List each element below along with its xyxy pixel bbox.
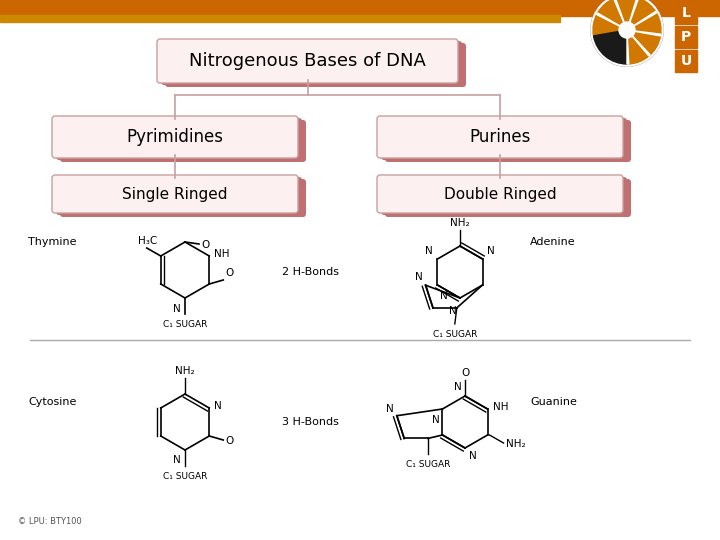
Text: P: P [681, 30, 691, 44]
Text: O: O [461, 368, 469, 378]
Text: C₁ SUGAR: C₁ SUGAR [163, 320, 207, 329]
Text: L: L [682, 6, 690, 20]
Text: O: O [225, 436, 233, 446]
Wedge shape [598, 0, 627, 30]
Text: N: N [386, 404, 394, 414]
Text: N: N [415, 272, 423, 282]
FancyBboxPatch shape [60, 179, 306, 217]
FancyBboxPatch shape [381, 118, 627, 160]
Circle shape [590, 0, 664, 67]
FancyBboxPatch shape [56, 177, 302, 215]
Text: N: N [425, 246, 433, 256]
Text: Nitrogenous Bases of DNA: Nitrogenous Bases of DNA [189, 52, 426, 70]
FancyBboxPatch shape [385, 120, 631, 162]
Bar [675, 50, 697, 72]
Text: NH₂: NH₂ [505, 439, 525, 449]
Text: U: U [680, 54, 692, 68]
Text: NH₂: NH₂ [450, 218, 470, 228]
Text: N: N [441, 291, 449, 301]
Text: Thymine: Thymine [28, 237, 76, 247]
Wedge shape [627, 0, 657, 30]
Text: Adenine: Adenine [530, 237, 575, 247]
Wedge shape [627, 30, 629, 64]
Wedge shape [616, 0, 639, 30]
Wedge shape [627, 30, 661, 36]
Text: N: N [432, 415, 439, 425]
Text: Purines: Purines [469, 128, 531, 146]
FancyBboxPatch shape [377, 116, 623, 158]
Text: Single Ringed: Single Ringed [122, 186, 228, 201]
Wedge shape [593, 30, 627, 64]
Wedge shape [613, 0, 627, 30]
FancyBboxPatch shape [56, 118, 302, 160]
Text: N: N [174, 304, 181, 314]
Wedge shape [627, 30, 649, 64]
Text: NH: NH [215, 249, 230, 259]
FancyBboxPatch shape [60, 120, 306, 162]
Bar [675, 2, 697, 24]
Wedge shape [627, 30, 660, 56]
Text: H₃C: H₃C [138, 236, 157, 246]
Text: N: N [454, 382, 462, 392]
Wedge shape [593, 13, 627, 36]
Text: C₁ SUGAR: C₁ SUGAR [433, 330, 477, 339]
Text: 2 H-Bonds: 2 H-Bonds [282, 267, 338, 277]
Circle shape [591, 0, 663, 66]
Text: 3 H-Bonds: 3 H-Bonds [282, 417, 338, 427]
Text: Cytosine: Cytosine [28, 397, 76, 407]
Text: N: N [469, 451, 477, 461]
Wedge shape [627, 11, 657, 30]
Wedge shape [597, 13, 627, 30]
Text: N: N [215, 401, 222, 411]
FancyBboxPatch shape [157, 39, 458, 83]
Text: Double Ringed: Double Ringed [444, 186, 557, 201]
Bar [675, 26, 697, 48]
FancyBboxPatch shape [52, 116, 298, 158]
Text: O: O [201, 240, 210, 250]
Text: C₁ SUGAR: C₁ SUGAR [163, 472, 207, 481]
FancyBboxPatch shape [165, 43, 466, 87]
Wedge shape [627, 30, 650, 56]
Wedge shape [627, 0, 639, 30]
Text: NH: NH [492, 402, 508, 412]
FancyBboxPatch shape [377, 175, 623, 213]
FancyBboxPatch shape [381, 177, 627, 215]
Text: C₁ SUGAR: C₁ SUGAR [406, 461, 450, 469]
FancyBboxPatch shape [161, 41, 462, 85]
Bar [0, 15, 560, 22]
Bar [0, 0, 720, 16]
Text: NH₂: NH₂ [175, 366, 195, 376]
Wedge shape [627, 13, 661, 36]
Circle shape [619, 22, 635, 38]
Text: N: N [449, 306, 457, 316]
Text: N: N [174, 455, 181, 465]
Text: N: N [487, 246, 494, 256]
FancyBboxPatch shape [52, 175, 298, 213]
Text: Guanine: Guanine [530, 397, 577, 407]
Text: O: O [225, 268, 233, 278]
FancyBboxPatch shape [385, 179, 631, 217]
Text: © LPU: BTY100: © LPU: BTY100 [18, 517, 82, 526]
Text: Pyrimidines: Pyrimidines [127, 128, 223, 146]
